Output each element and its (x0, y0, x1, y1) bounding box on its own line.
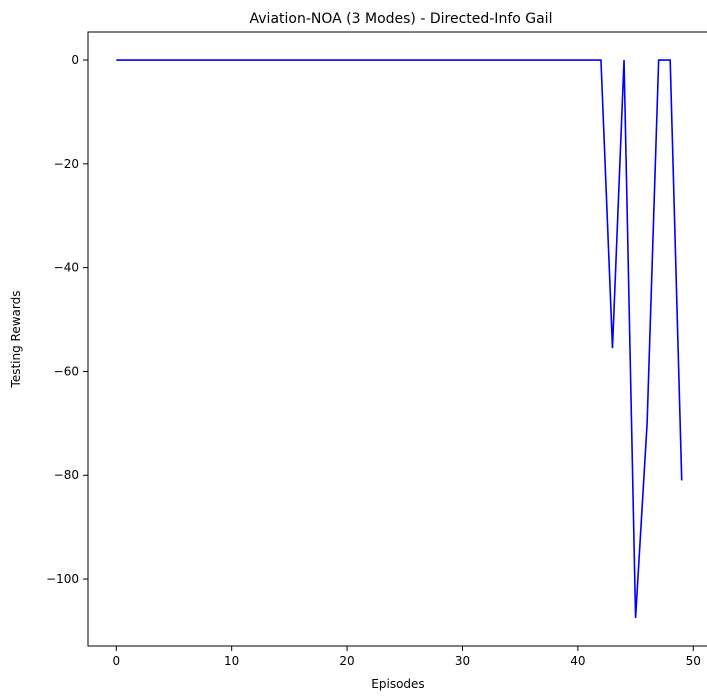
plot-area (116, 59, 683, 619)
chart-title: Aviation-NOA (3 Modes) - Directed-Info G… (250, 11, 553, 27)
y-tick-label: −20 (54, 157, 79, 171)
x-tick-label: 10 (224, 654, 239, 668)
x-tick-label: 0 (112, 654, 120, 668)
y-tick-label: −60 (54, 364, 79, 378)
y-tick-label: 0 (71, 53, 79, 67)
x-tick-label: 30 (455, 654, 470, 668)
y-tick-label: −100 (46, 572, 79, 586)
y-tick-label: −40 (54, 261, 79, 275)
axis-ticks: 0 10 20 30 40 50 0 −20 −40 −60 −80 −100 (46, 53, 701, 668)
x-axis-label: Episodes (371, 677, 424, 691)
x-tick-label: 20 (339, 654, 354, 668)
x-tick-label: 40 (570, 654, 585, 668)
series-line (116, 59, 683, 619)
plot-frame (87, 31, 707, 647)
x-tick-label: 50 (686, 654, 701, 668)
y-tick-label: −80 (54, 468, 79, 482)
y-axis-label: Testing Rewards (9, 291, 23, 389)
